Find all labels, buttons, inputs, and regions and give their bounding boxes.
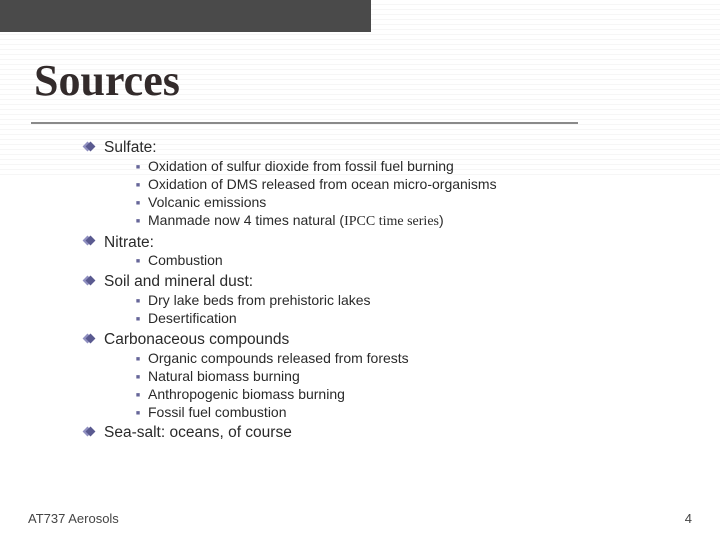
diamond-bullet-icon [84,333,94,343]
list-item-lvl2: ■Desertification [128,310,686,328]
list-item-lvl1-label: Sea-salt: oceans, of course [104,423,292,443]
bullet-lvl1-icon [84,233,104,246]
list-item-lvl2-text: Anthropogenic biomass burning [148,386,345,404]
list-item-lvl2-text: Oxidation of sulfur dioxide from fossil … [148,158,454,176]
list-item-lvl2: ■Manmade now 4 times natural (IPCC time … [128,212,686,231]
square-bullet-icon: ■ [128,404,148,419]
list-item-lvl2-text: Desertification [148,310,237,328]
square-bullet-icon: ■ [128,310,148,325]
list-item-lvl1-label: Carbonaceous compounds [104,330,289,350]
square-bullet-icon: ■ [128,350,148,365]
list-item-lvl2: ■Fossil fuel combustion [128,404,686,422]
bullet-lvl1-icon [84,272,104,285]
list-item-lvl2-text: Volcanic emissions [148,194,266,212]
list-item-lvl2: ■Volcanic emissions [128,194,686,212]
sublist: ■Organic compounds released from forests… [128,350,686,422]
slide-title: Sources [34,58,686,104]
square-bullet-icon: ■ [128,368,148,383]
sublist: ■Oxidation of sulfur dioxide from fossil… [128,158,686,231]
list-item-lvl2: ■Natural biomass burning [128,368,686,386]
list-item-lvl2-suffix: ) [439,212,444,228]
footer-page-number: 4 [685,511,692,526]
list-item-lvl2: ■Dry lake beds from prehistoric lakes [128,292,686,310]
bullet-lvl1-icon [84,423,104,436]
diamond-bullet-icon [84,426,94,436]
list-item-lvl2-prefix: Manmade now 4 times natural ( [148,212,344,228]
sublist: ■Dry lake beds from prehistoric lakes■De… [128,292,686,328]
square-bullet-icon: ■ [128,252,148,267]
diamond-bullet-icon [84,141,94,151]
content-list: Sulfate:■Oxidation of sulfur dioxide fro… [84,138,686,443]
slide-body: Sources Sulfate:■Oxidation of sulfur dio… [0,0,720,540]
list-item-lvl2-text: Combustion [148,252,223,270]
square-bullet-icon: ■ [128,292,148,307]
list-item-lvl1: Nitrate: [84,233,686,253]
list-item-lvl1-label: Soil and mineral dust: [104,272,253,292]
bullet-lvl1-icon [84,330,104,343]
bullet-lvl1-icon [84,138,104,151]
list-item-lvl2-text: Dry lake beds from prehistoric lakes [148,292,371,310]
list-item-lvl2-text: Natural biomass burning [148,368,300,386]
square-bullet-icon: ■ [128,386,148,401]
list-item-lvl2-text: Oxidation of DMS released from ocean mic… [148,176,497,194]
list-item-lvl2-text: Fossil fuel combustion [148,404,287,422]
list-item-lvl1-label: Sulfate: [104,138,157,158]
list-item-lvl2: ■Anthropogenic biomass burning [128,386,686,404]
sublist: ■Combustion [128,252,686,270]
list-item-lvl1: Sea-salt: oceans, of course [84,423,686,443]
square-bullet-icon: ■ [128,176,148,191]
diamond-bullet-icon [84,275,94,285]
list-item-lvl2: ■Oxidation of sulfur dioxide from fossil… [128,158,686,176]
footer-left: AT737 Aerosols [28,511,119,526]
list-item-lvl1: Sulfate: [84,138,686,158]
list-item-lvl2-text: Manmade now 4 times natural (IPCC time s… [148,212,444,231]
diamond-bullet-icon [84,236,94,246]
title-underline [31,122,578,124]
list-item-lvl2: ■Organic compounds released from forests [128,350,686,368]
square-bullet-icon: ■ [128,194,148,209]
list-item-lvl2-emph: IPCC time series [344,214,439,229]
list-item-lvl1-label: Nitrate: [104,233,154,253]
square-bullet-icon: ■ [128,158,148,173]
list-item-lvl2-text: Organic compounds released from forests [148,350,409,368]
list-item-lvl1: Soil and mineral dust: [84,272,686,292]
top-bar [0,0,371,32]
list-item-lvl1: Carbonaceous compounds [84,330,686,350]
square-bullet-icon: ■ [128,212,148,227]
list-item-lvl2: ■Oxidation of DMS released from ocean mi… [128,176,686,194]
list-item-lvl2: ■Combustion [128,252,686,270]
